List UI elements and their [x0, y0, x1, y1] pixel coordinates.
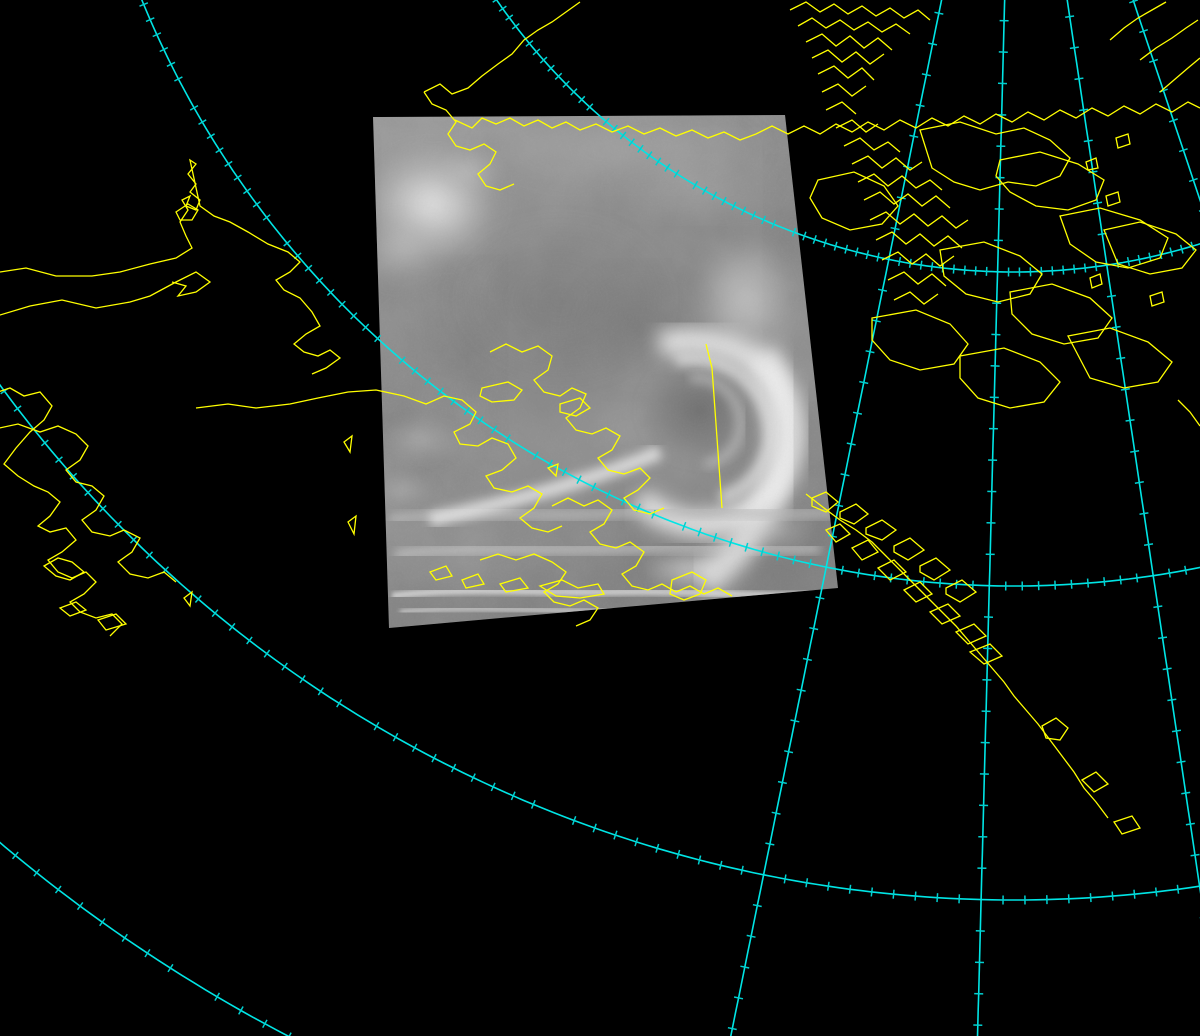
- coast-se-alaska-panhandle: [805, 493, 1109, 819]
- coast-alaska-south: [551, 497, 733, 597]
- meridian-ticks--140: [1129, 0, 1200, 212]
- island-aleutian-4: [538, 579, 606, 599]
- coast-bering-russia: [0, 423, 177, 583]
- coast-alaska-peninsula: [479, 553, 599, 627]
- island-aleutian-1: [428, 565, 454, 581]
- parallel-60: [141, 0, 1200, 587]
- island-aleutian-2: [461, 573, 486, 589]
- coast-kamchatka-2: [42, 557, 86, 581]
- parallel-ticks-70: [492, 0, 1195, 277]
- parallel-70: [495, 0, 1200, 273]
- parallel-ticks-40: [11, 851, 292, 1036]
- coast-bc-inlets: [1041, 717, 1142, 835]
- parallel-ticks-50: [0, 387, 1180, 905]
- coast-chukotka: [0, 158, 342, 375]
- coast-beaufort: [454, 117, 757, 141]
- coast-chukotka-inner: [175, 203, 199, 221]
- parallel-ticks-60: [139, 2, 1188, 591]
- coast-alaska-northwest: [195, 389, 563, 533]
- coast-alaska-north: [423, 1, 581, 191]
- island-kodiak: [669, 571, 707, 601]
- canadian-arctic-archipelago: [789, 1, 1197, 409]
- coast-alaska-east-border: [705, 343, 723, 509]
- island-stlawrence: [479, 381, 523, 403]
- swath-imagery: [373, 115, 838, 628]
- meridian-ticks--110: [727, 11, 944, 1031]
- meridian-ticks--130: [1065, 15, 1200, 919]
- island-commander-3: [183, 590, 193, 608]
- meridian-ticks--120: [973, 19, 1009, 1026]
- island-commander-2: [96, 613, 128, 631]
- island-commander-1: [58, 601, 88, 617]
- islands-se-alaska: [811, 491, 1004, 665]
- coast-greenland: [1109, 1, 1200, 93]
- coast-hudson-bay: [1177, 399, 1200, 427]
- island-pribilof: [546, 462, 559, 478]
- island-aleutian-6: [347, 514, 357, 537]
- meridian--110: [729, 0, 943, 1036]
- island-nunivak: [559, 397, 592, 417]
- coast-kamchatka: [0, 387, 123, 637]
- meridian--130: [1066, 0, 1200, 895]
- coast-canada-mainland-arctic: [755, 101, 1200, 135]
- island-aleutian-3: [498, 577, 530, 593]
- coast-yukon-kuskokwim: [489, 343, 665, 515]
- island-aleutian-5: [343, 434, 353, 454]
